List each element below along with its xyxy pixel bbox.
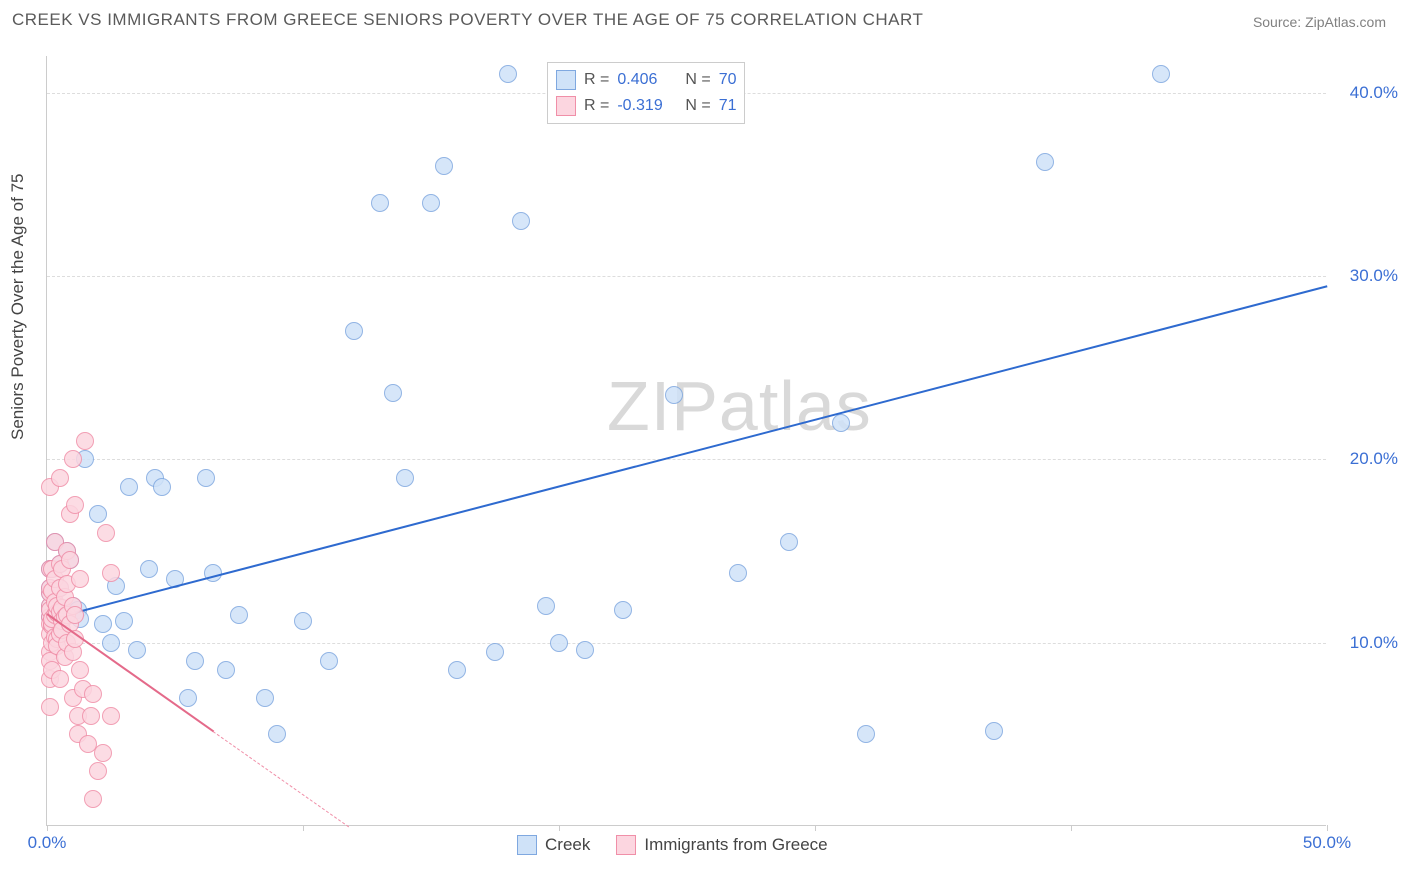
data-point [435,157,453,175]
data-point [614,601,632,619]
n-label: N = [685,97,710,115]
data-point [345,322,363,340]
n-value: 70 [719,71,737,89]
data-point [94,615,112,633]
legend-swatch [556,70,576,90]
data-point [320,652,338,670]
legend-row: R = -0.319 N = 71 [556,93,736,119]
y-tick-label: 20.0% [1350,449,1398,469]
r-value: -0.319 [617,97,677,115]
x-tick-mark [815,825,816,831]
data-point [499,65,517,83]
data-point [197,469,215,487]
data-point [115,612,133,630]
data-point [217,661,235,679]
data-point [256,689,274,707]
data-point [985,722,1003,740]
n-label: N = [685,71,710,89]
x-tick-label: 50.0% [1303,833,1351,853]
data-point [41,698,59,716]
data-point [51,469,69,487]
data-point [82,707,100,725]
correlation-legend: R = 0.406 N = 70 R = -0.319 N = 71 [547,62,745,124]
data-point [396,469,414,487]
series-legend: Creek Immigrants from Greece [517,835,846,855]
data-point [179,689,197,707]
data-point [448,661,466,679]
data-point [422,194,440,212]
data-point [576,641,594,659]
x-tick-mark [303,825,304,831]
legend-swatch [616,835,636,855]
data-point [230,606,248,624]
data-point [486,643,504,661]
data-point [66,606,84,624]
data-point [371,194,389,212]
data-point [857,725,875,743]
r-label: R = [584,97,609,115]
legend-label: Creek [545,835,590,855]
data-point [512,212,530,230]
x-tick-mark [1071,825,1072,831]
data-point [76,432,94,450]
y-tick-label: 40.0% [1350,83,1398,103]
legend-label: Immigrants from Greece [644,835,827,855]
data-point [832,414,850,432]
trend-line [213,731,349,827]
data-point [120,478,138,496]
y-tick-label: 10.0% [1350,633,1398,653]
data-point [102,564,120,582]
trend-line [47,285,1327,621]
data-point [61,551,79,569]
data-point [537,597,555,615]
data-point [268,725,286,743]
legend-row: R = 0.406 N = 70 [556,67,736,93]
data-point [384,384,402,402]
x-tick-mark [1327,825,1328,831]
data-point [97,524,115,542]
data-point [153,478,171,496]
legend-swatch [517,835,537,855]
data-point [64,450,82,468]
chart-source: Source: ZipAtlas.com [1253,14,1386,30]
y-tick-label: 30.0% [1350,266,1398,286]
data-point [66,496,84,514]
data-point [89,762,107,780]
data-point [84,685,102,703]
data-point [186,652,204,670]
data-point [102,634,120,652]
data-point [128,641,146,659]
data-point [1152,65,1170,83]
data-point [780,533,798,551]
data-point [51,670,69,688]
n-value: 71 [719,97,737,115]
data-point [729,564,747,582]
data-point [1036,153,1054,171]
y-gridline [47,459,1326,460]
x-tick-mark [47,825,48,831]
data-point [665,386,683,404]
data-point [71,661,89,679]
y-gridline [47,643,1326,644]
x-tick-label: 0.0% [28,833,67,853]
legend-swatch [556,96,576,116]
chart-title: CREEK VS IMMIGRANTS FROM GREECE SENIORS … [12,10,923,30]
r-value: 0.406 [617,71,677,89]
y-axis-label: Seniors Poverty Over the Age of 75 [8,174,28,440]
data-point [94,744,112,762]
data-point [140,560,158,578]
data-point [550,634,568,652]
data-point [71,570,89,588]
data-point [294,612,312,630]
r-label: R = [584,71,609,89]
watermark: ZIPatlas [607,366,872,446]
data-point [84,790,102,808]
x-tick-mark [559,825,560,831]
data-point [102,707,120,725]
plot-area: ZIPatlas 10.0%20.0%30.0%40.0%0.0%50.0%R … [46,56,1326,826]
y-gridline [47,276,1326,277]
data-point [89,505,107,523]
